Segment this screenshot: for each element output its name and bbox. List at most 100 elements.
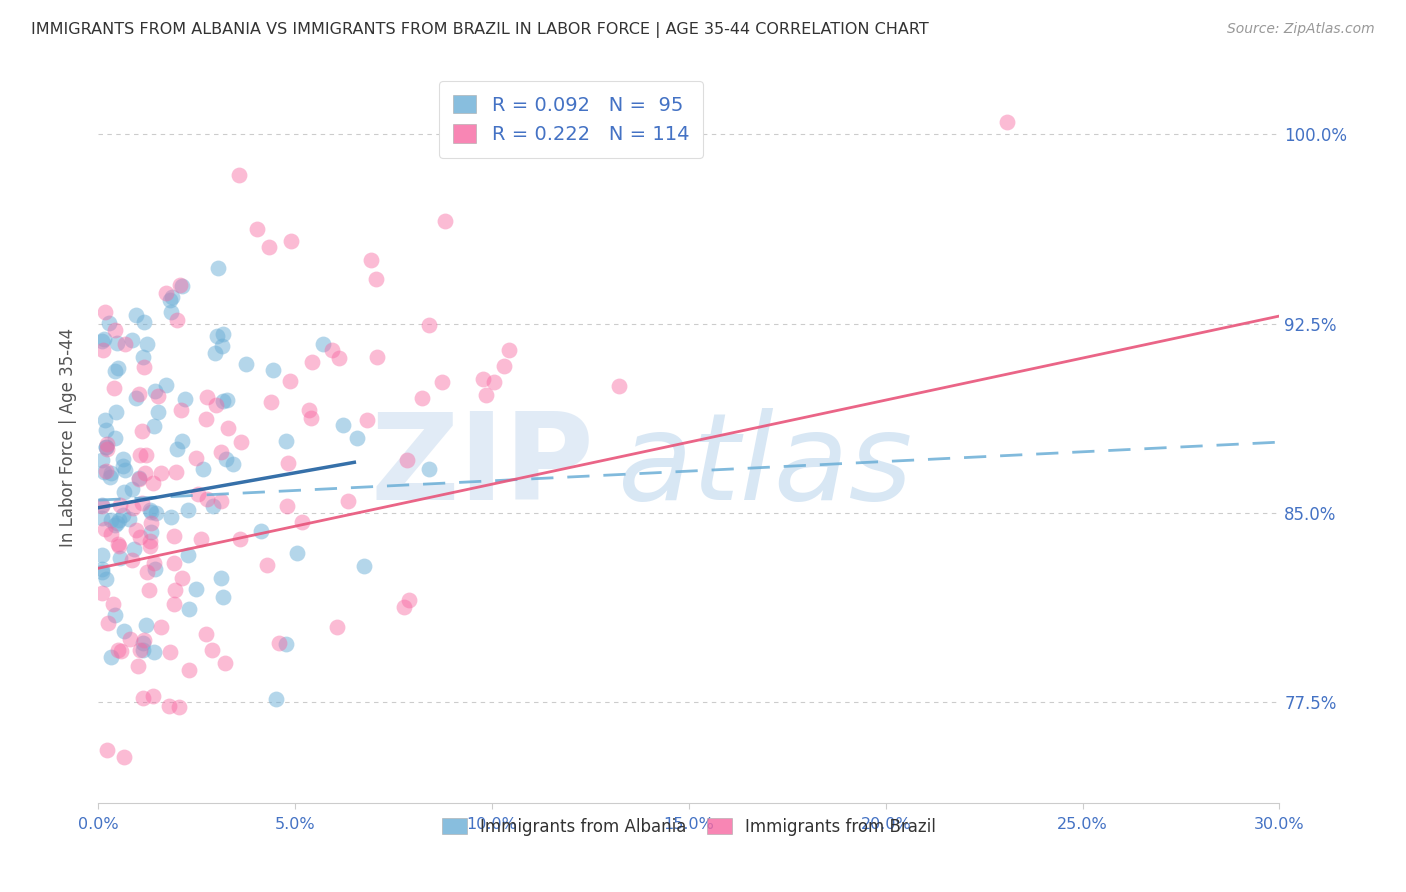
Point <box>131 496 153 510</box>
Point <box>163 529 186 543</box>
Point <box>157 698 180 713</box>
Point <box>139 503 162 517</box>
Point <box>112 484 135 499</box>
Point <box>107 516 129 531</box>
Point <box>346 431 368 445</box>
Point <box>418 462 440 476</box>
Point <box>121 333 143 347</box>
Point <box>143 556 166 570</box>
Point <box>94 412 117 426</box>
Y-axis label: In Labor Force | Age 35-44: In Labor Force | Age 35-44 <box>59 327 77 547</box>
Point <box>162 556 184 570</box>
Point <box>228 168 250 182</box>
Point <box>103 381 125 395</box>
Point <box>337 494 360 508</box>
Point <box>104 607 127 622</box>
Point <box>160 290 183 304</box>
Point <box>332 417 354 432</box>
Point <box>195 492 218 507</box>
Point <box>194 627 217 641</box>
Legend: Immigrants from Albania, Immigrants from Brazil: Immigrants from Albania, Immigrants from… <box>432 807 946 846</box>
Point <box>96 441 118 455</box>
Text: ZIP: ZIP <box>371 408 595 524</box>
Point <box>108 539 131 553</box>
Point <box>143 562 166 576</box>
Point <box>280 234 302 248</box>
Point <box>135 565 157 579</box>
Point <box>128 472 150 486</box>
Point <box>125 523 148 537</box>
Point <box>93 343 115 357</box>
Point <box>91 565 114 579</box>
Point <box>235 358 257 372</box>
Point <box>132 636 155 650</box>
Point <box>312 336 335 351</box>
Point <box>411 392 433 406</box>
Point <box>326 620 349 634</box>
Point <box>118 632 141 646</box>
Point <box>108 513 131 527</box>
Point <box>135 337 157 351</box>
Point <box>141 524 163 539</box>
Point <box>94 423 117 437</box>
Point <box>356 413 378 427</box>
Point <box>159 645 181 659</box>
Point <box>98 470 121 484</box>
Point <box>360 253 382 268</box>
Point <box>143 645 166 659</box>
Point <box>91 498 114 512</box>
Point <box>148 389 170 403</box>
Point <box>174 392 197 407</box>
Point <box>108 498 131 512</box>
Point <box>492 359 515 374</box>
Point <box>143 384 166 398</box>
Point <box>160 510 183 524</box>
Point <box>132 642 155 657</box>
Point <box>274 637 297 651</box>
Point <box>353 558 375 573</box>
Point <box>111 508 134 523</box>
Point <box>94 522 117 536</box>
Point <box>211 590 233 604</box>
Point <box>169 278 191 293</box>
Point <box>139 505 162 519</box>
Point <box>98 316 121 330</box>
Point <box>204 346 226 360</box>
Point <box>249 524 271 539</box>
Point <box>91 548 114 562</box>
Point <box>170 403 193 417</box>
Point <box>128 471 150 485</box>
Point <box>277 456 299 470</box>
Point <box>328 351 350 365</box>
Point <box>121 483 143 497</box>
Point <box>201 643 224 657</box>
Text: atlas: atlas <box>619 408 914 524</box>
Point <box>107 335 129 350</box>
Point <box>155 285 177 300</box>
Point <box>217 392 239 407</box>
Point <box>104 517 127 532</box>
Point <box>209 571 232 585</box>
Point <box>100 650 122 665</box>
Point <box>145 506 167 520</box>
Point <box>103 364 125 378</box>
Point <box>105 405 128 419</box>
Point <box>132 633 155 648</box>
Point <box>160 305 183 319</box>
Point <box>167 700 190 714</box>
Point <box>127 658 149 673</box>
Point <box>201 500 224 514</box>
Point <box>229 532 252 546</box>
Point <box>118 511 141 525</box>
Point <box>214 656 236 670</box>
Point <box>141 516 163 531</box>
Point <box>263 363 285 377</box>
Point <box>222 457 245 471</box>
Point <box>93 466 115 480</box>
Point <box>94 464 117 478</box>
Point <box>122 541 145 556</box>
Point <box>91 499 114 513</box>
Point <box>125 391 148 405</box>
Point <box>166 442 188 457</box>
Point <box>91 453 114 467</box>
